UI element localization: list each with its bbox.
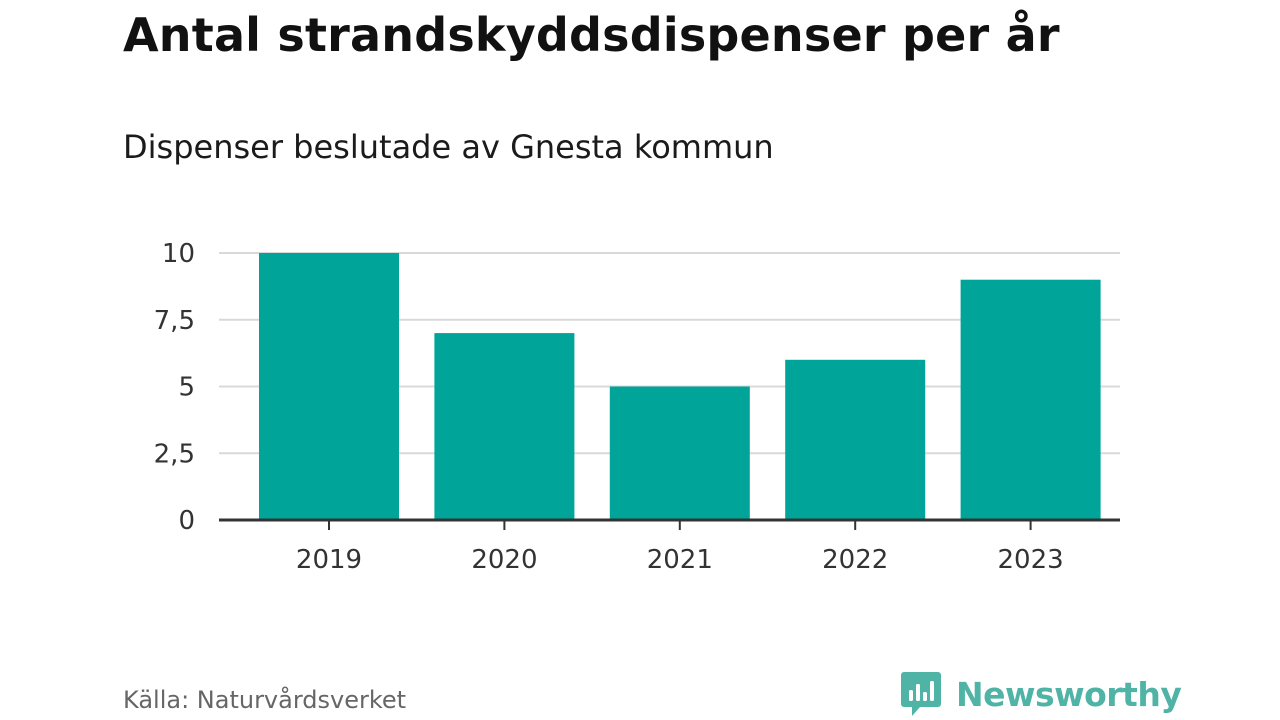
x-tick-label: 2019: [296, 545, 362, 575]
brand-name: Newsworthy: [956, 674, 1182, 714]
chart-subtitle: Dispenser beslutade av Gnesta kommun: [123, 128, 774, 166]
x-tick-label: 2020: [471, 545, 537, 575]
bar-2021: [609, 386, 750, 520]
bar-2023: [960, 279, 1101, 520]
newsworthy-logo-icon: [901, 672, 941, 716]
newsworthy-logo: Newsworthy: [900, 670, 1182, 718]
bar-2022: [785, 359, 926, 520]
y-tick-label: 7,5: [154, 306, 195, 336]
x-tick-label: 2021: [647, 545, 713, 575]
x-tick-label: 2023: [998, 545, 1064, 575]
y-tick-label: 2,5: [154, 439, 195, 469]
source-note: Källa: Naturvårdsverket: [123, 686, 407, 714]
x-axis-ticks: 2019 2020 2021 2022 2023: [296, 520, 1064, 575]
bar-2019: [259, 253, 399, 520]
x-tick-label: 2022: [822, 545, 888, 575]
y-tick-label: 0: [178, 506, 195, 536]
y-tick-label: 10: [162, 239, 195, 269]
chart-title: Antal strandskyddsdispenser per år: [123, 8, 1060, 62]
y-axis-ticks: 0 2,5 5 7,5 10: [154, 239, 195, 536]
y-tick-label: 5: [178, 373, 195, 403]
bar-2020: [434, 333, 575, 520]
bars: [259, 253, 1101, 520]
